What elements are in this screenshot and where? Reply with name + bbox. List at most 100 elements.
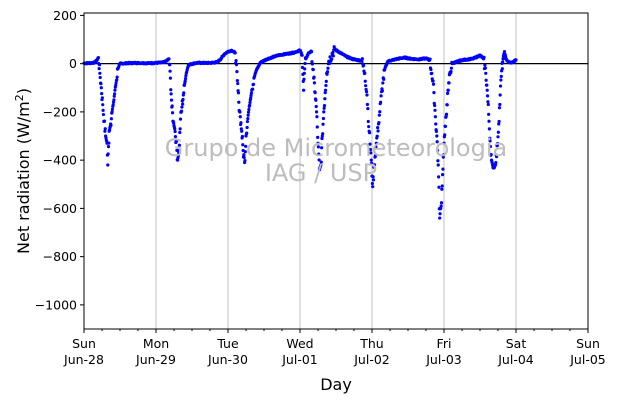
data-point [181,97,185,102]
data-point [360,57,364,61]
data-point [428,57,432,61]
x-tick-label-date: Jun-30 [207,352,248,367]
data-point [300,53,304,57]
vertical-gridlines [155,13,517,329]
data-point [483,66,487,70]
data-point [381,81,385,85]
data-point [498,93,502,97]
data-point [170,104,174,108]
data-point [498,102,502,107]
data-point [239,121,243,125]
data-point [440,173,445,177]
data-point [320,146,324,150]
data-point [315,125,319,129]
data-point [310,62,314,66]
data-point [317,158,321,162]
data-point [245,131,249,135]
data-point [115,78,119,82]
data-point [430,71,434,75]
data-point [111,100,116,104]
data-point [114,83,118,88]
data-point [326,66,330,70]
data-point [234,59,238,63]
data-point [484,78,488,82]
data-point [246,113,250,117]
x-axis: SunJun-28MonJun-29TueJun-30WedJul-01ThuJ… [63,329,606,367]
data-point [243,159,247,163]
data-point [245,125,249,130]
data-point [312,75,316,79]
data-point [315,115,319,119]
data-point [183,77,188,81]
data-point [436,163,440,167]
data-point [317,152,321,156]
data-point [242,155,246,160]
data-point [324,83,328,88]
data-point [487,112,491,116]
data-point [249,91,253,95]
data-point [328,55,332,59]
data-point [236,91,241,95]
data-point [236,81,240,86]
data-point [106,145,111,149]
data-point [488,139,492,143]
y-tick-label: −1000 [35,297,77,312]
data-point [367,124,371,129]
x-tick-label-weekday: Sun [576,336,600,351]
data-point [115,75,119,79]
data-point [314,98,318,102]
data-point [433,115,437,119]
data-point [379,94,383,98]
data-point [178,127,182,131]
data-point [103,127,107,131]
data-point [249,93,253,98]
data-point [109,117,113,121]
data-point [443,124,448,128]
data-point [374,141,378,145]
data-point [245,119,250,124]
data-point [488,144,493,149]
data-point [97,67,101,71]
data-point [321,116,325,121]
data-point [486,100,490,104]
data-point [501,57,505,61]
y-tick-label: −600 [43,201,77,216]
x-axis-title: Day [320,375,352,394]
x-tick-label-weekday: Fri [437,336,452,351]
data-point [303,67,307,71]
data-point [101,112,106,117]
data-point [100,92,104,96]
data-point [482,55,486,59]
data-point [106,152,110,156]
data-point [319,160,323,164]
data-point [321,122,325,126]
x-tick-label-date: Jun-28 [63,352,104,367]
data-point [173,135,178,139]
data-point [235,70,239,74]
data-point [434,122,438,126]
data-point [429,67,433,72]
data-point [235,78,239,83]
data-point [372,163,377,167]
data-point [172,121,176,125]
data-point [323,97,327,101]
data-point [176,154,180,158]
data-point [499,74,503,78]
data-point [325,72,329,76]
data-point [179,109,184,113]
x-tick-label-date: Jul-01 [281,352,318,367]
data-point [494,154,499,159]
data-point [247,107,251,112]
data-point [251,87,255,91]
data-point [182,91,186,95]
data-point [497,119,501,124]
data-point [169,92,173,96]
data-point [440,184,444,188]
data-point [370,181,374,186]
data-point [431,82,436,86]
data-point [449,66,454,70]
y-axis-title: Net radiation (W/m2) [13,88,33,254]
data-point [497,106,502,110]
data-point [442,153,446,157]
